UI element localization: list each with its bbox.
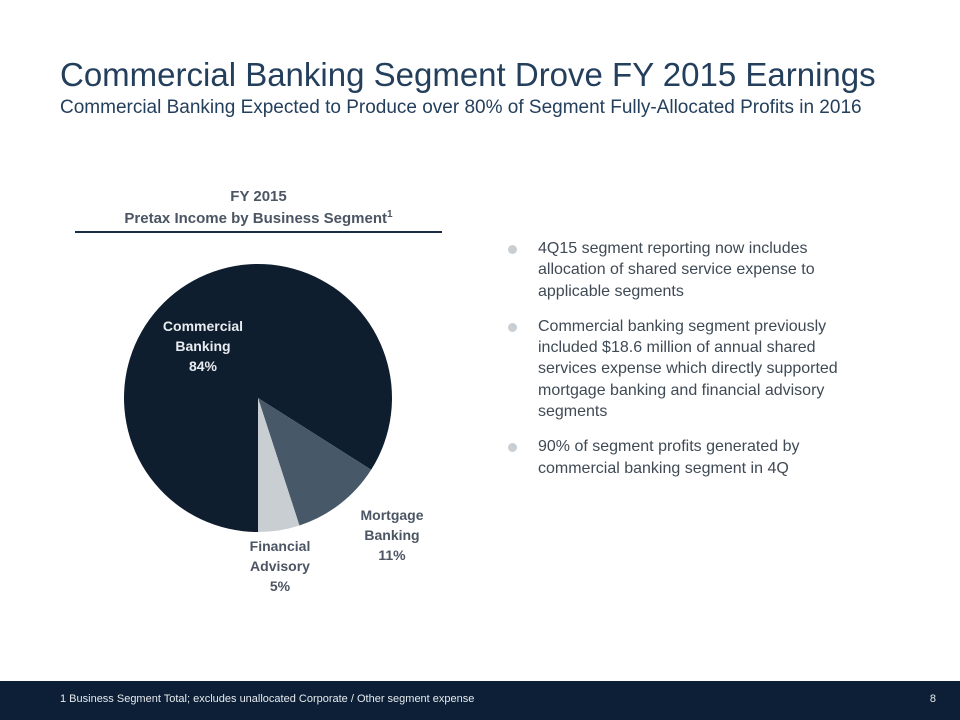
pie-slice-mortgage-banking bbox=[258, 398, 372, 526]
pie-label-financial-advisory: Financial Advisory 5% bbox=[250, 538, 311, 594]
footer-bar: 1 Business Segment Total; excludes unall… bbox=[0, 681, 960, 720]
chart-heading-year: FY 2015 bbox=[230, 188, 287, 205]
chart-heading-title: Pretax Income by Business Segment1 bbox=[75, 208, 442, 230]
slide-subtitle: Commercial Banking Expected to Produce o… bbox=[60, 97, 862, 118]
bullet-dot-icon bbox=[508, 245, 517, 254]
pie-label-value: 11% bbox=[378, 547, 406, 563]
pie-label-value: 84% bbox=[189, 358, 218, 374]
footnote: 1 Business Segment Total; excludes unall… bbox=[60, 693, 475, 705]
bullet-text: 90% of segment profits generated by comm… bbox=[538, 438, 800, 477]
bullet-dot-icon bbox=[508, 443, 517, 453]
pie-label-name: Mortgage bbox=[361, 507, 424, 523]
chart-heading-rule bbox=[75, 231, 442, 233]
pie-label-name: Commercial bbox=[163, 318, 243, 334]
pie-label-mortgage-banking: Mortgage Banking 11% bbox=[361, 507, 424, 563]
chart-heading: FY 2015 Pretax Income by Business Segmen… bbox=[75, 186, 442, 230]
page-number: 8 bbox=[929, 693, 936, 705]
pie-labels: Commercial Banking 84% Mortgage Banking 11% Fi… bbox=[163, 318, 424, 594]
pie-slices bbox=[123, 263, 392, 532]
bullet-text: Commercial banking segment previously in… bbox=[538, 317, 838, 421]
pie-label-name: Banking bbox=[175, 338, 230, 354]
chart-heading-text: Pretax Income by Business Segment bbox=[124, 210, 388, 227]
pie-label-name: Financial bbox=[250, 538, 311, 554]
footnote-marker: 1 bbox=[387, 209, 393, 220]
pie-slice-commercial-banking bbox=[123, 263, 392, 532]
pie-slice-financial-advisory bbox=[258, 398, 300, 532]
slide-title: Commercial Banking Segment Drove FY 2015… bbox=[60, 56, 876, 93]
bullet-dot-icon bbox=[508, 322, 517, 332]
bullet-list: 4Q15 segment reporting now includes allo… bbox=[508, 238, 853, 493]
pie-label-commercial-banking: Commercial Banking 84% bbox=[163, 318, 243, 374]
bullet-item: 90% of segment profits generated by comm… bbox=[508, 436, 853, 479]
bullet-text: 4Q15 segment reporting now includes allo… bbox=[538, 240, 815, 300]
pie-label-value: 5% bbox=[270, 578, 291, 594]
bullet-item: Commercial banking segment previously in… bbox=[508, 316, 853, 422]
pie-label-name: Advisory bbox=[250, 558, 310, 574]
bullet-item: 4Q15 segment reporting now includes allo… bbox=[508, 238, 853, 302]
pie-label-name: Banking bbox=[364, 527, 419, 543]
